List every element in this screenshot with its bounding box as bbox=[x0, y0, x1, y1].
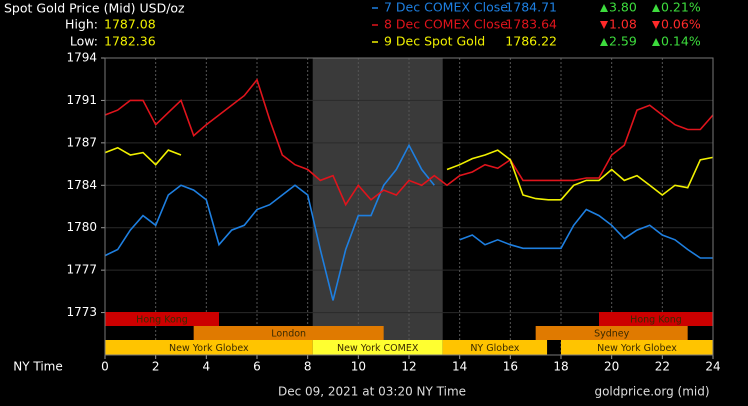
x-tick-label: 12 bbox=[401, 360, 416, 374]
x-tick-label: 2 bbox=[152, 360, 160, 374]
legend-close: 1784.71 bbox=[505, 0, 557, 15]
x-tick-label: 6 bbox=[253, 360, 261, 374]
session-bar bbox=[535, 326, 688, 340]
x-tick-label: 10 bbox=[351, 360, 366, 374]
low-value: 1782.36 bbox=[104, 34, 156, 49]
chart-title: Spot Gold Price (Mid) USD/oz bbox=[4, 1, 185, 16]
legend-name: 8 Dec COMEX Close bbox=[384, 17, 508, 32]
session-label: New York Globex bbox=[597, 343, 677, 354]
session-label: New York Globex bbox=[169, 343, 249, 354]
high-label: High: bbox=[65, 17, 98, 32]
session-label: London bbox=[271, 329, 306, 340]
y-tick-label: 1777 bbox=[66, 263, 97, 277]
y-tick-label: 1791 bbox=[66, 93, 97, 107]
legend-close: 1783.64 bbox=[505, 17, 557, 32]
legend-change: 1.08 bbox=[609, 17, 637, 32]
high-value: 1787.08 bbox=[104, 17, 156, 32]
change-arrow bbox=[600, 21, 608, 29]
legend-change-pct: 0.21% bbox=[661, 0, 701, 15]
series-line bbox=[104, 146, 714, 201]
legend-close: 1786.22 bbox=[505, 34, 557, 49]
y-tick-label: 1784 bbox=[66, 178, 97, 192]
series-line bbox=[104, 143, 713, 301]
change-arrow bbox=[652, 21, 660, 29]
shaded-region bbox=[312, 58, 443, 355]
session-label: Hong Kong bbox=[630, 315, 682, 326]
x-tick-label: 24 bbox=[705, 360, 720, 374]
footer-date: Dec 09, 2021 at 03:20 NY Time bbox=[278, 385, 466, 399]
session-label: NY Globex bbox=[470, 343, 519, 354]
series-line bbox=[104, 78, 714, 207]
change-arrow bbox=[652, 4, 660, 12]
footer-source: goldprice.org (mid) bbox=[594, 385, 709, 399]
legend-name: 7 Dec COMEX Close bbox=[384, 0, 508, 15]
y-tick-label: 1787 bbox=[66, 135, 97, 149]
x-tick-label: 18 bbox=[553, 360, 568, 374]
legend-name: 9 Dec Spot Gold bbox=[384, 34, 485, 49]
x-tick-label: 22 bbox=[655, 360, 670, 374]
legend-change-pct: 0.14% bbox=[661, 34, 701, 49]
x-tick-label: 4 bbox=[203, 360, 211, 374]
low-label: Low: bbox=[70, 34, 98, 49]
plot-frame bbox=[104, 57, 714, 356]
session-bar bbox=[442, 340, 548, 355]
legend-change: 3.80 bbox=[609, 0, 637, 15]
x-tick-label: 16 bbox=[503, 360, 518, 374]
x-tick-label: 0 bbox=[101, 360, 109, 374]
session-bar bbox=[599, 312, 713, 326]
y-tick-label: 1780 bbox=[66, 220, 97, 234]
y-tick-label: 1794 bbox=[66, 51, 97, 65]
x-tick-label: 20 bbox=[604, 360, 619, 374]
session-bar bbox=[561, 340, 713, 355]
session-bar bbox=[105, 312, 219, 326]
session-bar bbox=[105, 340, 313, 355]
x-tick-label: 14 bbox=[452, 360, 467, 374]
change-arrow bbox=[600, 38, 608, 46]
x-tick-label: 8 bbox=[304, 360, 312, 374]
session-bar bbox=[312, 340, 443, 355]
legend-change-pct: 0.06% bbox=[661, 17, 701, 32]
change-arrow bbox=[652, 38, 660, 46]
session-label: Sydney bbox=[594, 329, 630, 340]
session-label: New York COMEX bbox=[337, 343, 419, 354]
y-tick-label: 1773 bbox=[66, 305, 97, 319]
x-axis-label: NY Time bbox=[13, 360, 63, 374]
change-arrow bbox=[600, 4, 608, 12]
session-bar bbox=[193, 326, 384, 340]
session-label: Hong Kong bbox=[136, 315, 188, 326]
legend-change: 2.59 bbox=[609, 34, 637, 49]
